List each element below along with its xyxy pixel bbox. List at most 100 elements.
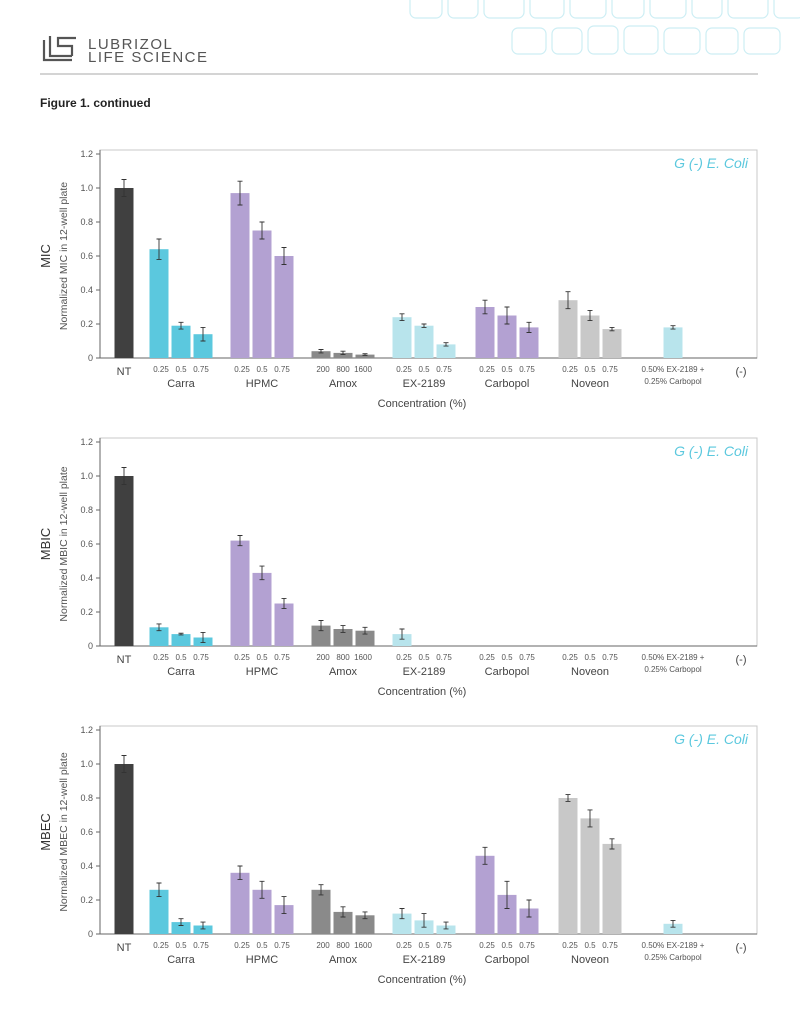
bar — [171, 634, 191, 646]
group-label: 0.50% EX-2189 + — [642, 653, 705, 662]
bar — [497, 315, 517, 358]
error-bar — [421, 323, 427, 328]
bar — [558, 798, 578, 934]
level-label: 0.25 — [234, 941, 250, 950]
bar — [558, 300, 578, 358]
level-label: 0.5 — [418, 653, 430, 662]
y-tick-label: 0.4 — [80, 861, 93, 871]
bar — [333, 911, 353, 934]
error-bar — [609, 838, 615, 850]
error-bar — [399, 313, 405, 322]
bar — [114, 764, 134, 934]
bar — [311, 889, 331, 934]
y-tick-label: 0.4 — [80, 573, 93, 583]
level-label: 0.5 — [584, 365, 596, 374]
figure-caption: Figure 1. continued — [40, 96, 151, 110]
bar — [663, 327, 683, 358]
error-bar — [281, 247, 287, 265]
level-label: 0.75 — [274, 941, 290, 950]
bar — [230, 540, 250, 646]
level-label: 0.25 — [479, 653, 495, 662]
error-bar — [565, 291, 571, 310]
bar — [230, 193, 250, 358]
y-axis-subtitle: Normalized MBEC in 12-well plate — [58, 752, 70, 911]
error-bar — [156, 623, 162, 632]
level-label: 0.5 — [418, 941, 430, 950]
bar — [392, 913, 412, 934]
y-tick-label: 0.2 — [80, 895, 93, 905]
chart: 0 0.2 0.4 0.6 0.8 1.0 1.2 MBIC Normalized MBIC i… — [38, 437, 758, 698]
level-label: 0.25 — [562, 653, 578, 662]
level-label: 0.75 — [519, 365, 535, 374]
error-bar — [443, 921, 449, 930]
bar — [171, 922, 191, 934]
level-label: 0.25 — [479, 365, 495, 374]
level-label: 0.5 — [584, 653, 596, 662]
bar — [333, 352, 353, 358]
error-bar — [587, 809, 593, 828]
error-bar — [318, 620, 324, 632]
group-label: EX-2189 — [403, 954, 446, 966]
level-label: 0.75 — [602, 653, 618, 662]
y-tick-label: 0.8 — [80, 793, 93, 803]
level-label: 0.5 — [256, 365, 268, 374]
group-label: Amox — [329, 666, 358, 678]
group-label: HPMC — [246, 954, 278, 966]
level-label: 800 — [336, 941, 350, 950]
bar — [252, 889, 272, 934]
group-label: (-) — [736, 942, 747, 954]
group-label: NT — [117, 654, 132, 666]
bar — [414, 325, 434, 358]
error-bar — [259, 880, 265, 899]
group-label: 0.50% EX-2189 + — [642, 941, 705, 950]
level-label: 0.75 — [436, 365, 452, 374]
plot-frame — [99, 725, 758, 935]
level-label: 0.75 — [436, 653, 452, 662]
error-bar — [178, 321, 184, 330]
y-axis-title: MIC — [38, 244, 53, 268]
error-bar — [200, 631, 206, 644]
y-tick-label: 0.2 — [80, 607, 93, 617]
group-label: 0.25% Carbopol — [644, 665, 702, 674]
plot-frame — [99, 437, 758, 647]
level-label: 0.75 — [519, 941, 535, 950]
level-label: 0.5 — [175, 941, 187, 950]
y-axis-subtitle: Normalized MIC in 12-well plate — [58, 182, 70, 330]
group-label: 0.50% EX-2189 + — [642, 365, 705, 374]
group-label: NT — [117, 366, 132, 378]
error-bar — [259, 221, 265, 240]
y-tick-label: 0.8 — [80, 217, 93, 227]
level-label: 0.75 — [193, 653, 209, 662]
logo-mark — [42, 36, 76, 62]
y-tick-label: 1.2 — [80, 149, 93, 159]
error-bar — [421, 913, 427, 928]
error-bar — [259, 565, 265, 581]
level-label: 0.5 — [418, 365, 430, 374]
error-bar — [121, 755, 127, 773]
group-label: Amox — [329, 954, 358, 966]
group-label: Carra — [167, 666, 195, 678]
level-label: 800 — [336, 653, 350, 662]
level-label: 0.25 — [234, 653, 250, 662]
level-label: 0.75 — [602, 941, 618, 950]
group-label: Carra — [167, 378, 195, 390]
y-tick-label: 0.8 — [80, 505, 93, 515]
level-label: 0.75 — [274, 365, 290, 374]
group-label: NT — [117, 942, 132, 954]
annotation: G (-) E. Coli — [674, 443, 749, 459]
error-bar — [156, 882, 162, 898]
bar — [497, 894, 517, 934]
bar — [663, 923, 683, 934]
y-axis-title: MBEC — [38, 813, 53, 851]
bar — [580, 315, 600, 358]
bar — [392, 317, 412, 358]
brand-line: LIFE SCIENCE — [88, 49, 209, 66]
group-label: Noveon — [571, 666, 609, 678]
bar — [114, 476, 134, 646]
error-bar — [318, 884, 324, 896]
y-tick-label: 0.6 — [80, 251, 93, 261]
y-axis-subtitle: Normalized MBIC in 12-well plate — [58, 466, 70, 621]
error-bar — [526, 899, 532, 918]
bar — [392, 634, 412, 646]
